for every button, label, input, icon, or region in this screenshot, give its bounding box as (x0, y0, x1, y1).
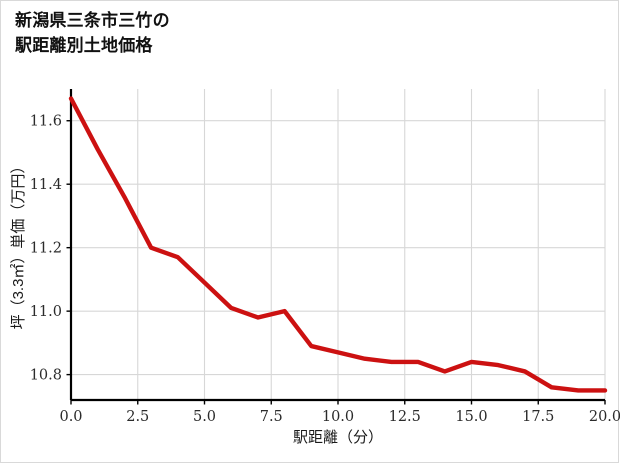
x-tick-label: 7.5 (260, 409, 283, 425)
tickmarks-group (66, 120, 606, 405)
x-tick-label: 12.5 (389, 409, 421, 425)
x-tick-label: 2.5 (126, 409, 149, 425)
y-tick-label: 11.4 (30, 177, 62, 193)
data-series-group (68, 96, 608, 393)
x-axis-title: 駅距離（分） (293, 428, 383, 446)
x-tick-label: 15.0 (455, 409, 487, 425)
y-tick-label: 11.0 (30, 304, 62, 320)
x-tick-label: 20.0 (589, 409, 620, 425)
gridlines-group (70, 89, 606, 400)
x-tick-label: 5.0 (193, 409, 216, 425)
x-tick-label: 17.5 (522, 409, 554, 425)
page-title: 新潟県三条市三竹の 駅距離別土地価格 (15, 11, 170, 55)
x-tick-label: 10.0 (322, 409, 354, 425)
data-line-series (68, 96, 608, 393)
y-axis-title: 坪（3.3㎡）単価（万円） (10, 159, 27, 330)
x-tick-label: 0.0 (59, 409, 82, 425)
y-tick-label: 10.8 (30, 368, 62, 384)
y-tick-label: 11.6 (30, 114, 62, 130)
y-tick-labels-group: 10.8 11.0 11.2 11.4 11.6 (30, 114, 62, 384)
x-tick-labels-group: 0.0 2.5 5.0 7.5 10.0 12.5 15.0 17.5 20.0 (59, 409, 620, 425)
y-tick-label: 11.2 (30, 241, 62, 257)
